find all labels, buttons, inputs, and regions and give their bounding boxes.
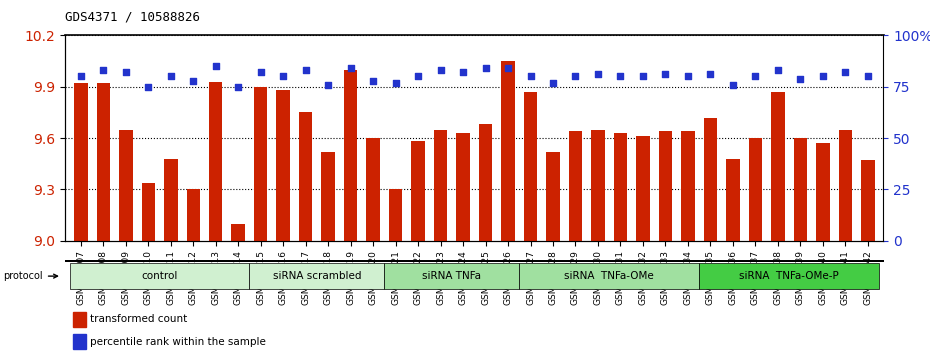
FancyBboxPatch shape — [384, 263, 519, 289]
Point — [411, 74, 426, 79]
Bar — [366, 138, 379, 354]
FancyBboxPatch shape — [519, 263, 699, 289]
Bar — [411, 142, 425, 354]
Bar — [681, 131, 695, 354]
Bar — [389, 189, 403, 354]
Point — [568, 74, 583, 79]
Bar — [457, 133, 470, 354]
Point — [703, 72, 718, 77]
FancyBboxPatch shape — [70, 263, 249, 289]
Bar — [187, 189, 200, 354]
Bar — [793, 138, 807, 354]
Text: control: control — [141, 271, 178, 281]
Bar — [141, 183, 155, 354]
Bar — [74, 83, 87, 354]
Point — [321, 82, 336, 87]
Bar — [771, 92, 785, 354]
Point — [613, 74, 628, 79]
Point — [793, 76, 808, 81]
Point — [96, 68, 111, 73]
Bar — [119, 130, 133, 354]
Text: protocol: protocol — [4, 271, 58, 281]
Point — [299, 68, 313, 73]
Point — [118, 69, 133, 75]
Point — [725, 82, 740, 87]
Point — [208, 63, 223, 69]
Point — [816, 74, 830, 79]
Text: GDS4371 / 10588826: GDS4371 / 10588826 — [65, 11, 200, 24]
Bar — [524, 92, 538, 354]
Bar — [839, 130, 852, 354]
Bar — [636, 136, 650, 354]
Point — [546, 80, 561, 85]
Bar — [299, 112, 312, 354]
Bar — [344, 70, 357, 354]
Point — [231, 84, 246, 90]
Point — [860, 74, 875, 79]
Point — [186, 78, 201, 84]
Text: percentile rank within the sample: percentile rank within the sample — [89, 337, 266, 347]
Bar — [479, 124, 492, 354]
Bar — [322, 152, 335, 354]
Point — [591, 72, 605, 77]
Bar — [254, 87, 268, 354]
FancyBboxPatch shape — [699, 263, 879, 289]
Text: siRNA  TNFa-OMe-P: siRNA TNFa-OMe-P — [739, 271, 839, 281]
Point — [658, 72, 672, 77]
Point — [523, 74, 538, 79]
FancyBboxPatch shape — [249, 263, 384, 289]
Point — [456, 69, 471, 75]
Text: siRNA scrambled: siRNA scrambled — [272, 271, 361, 281]
Bar — [704, 118, 717, 354]
Bar — [816, 143, 830, 354]
Point — [140, 84, 155, 90]
Bar — [209, 81, 222, 354]
Point — [681, 74, 696, 79]
Point — [433, 68, 448, 73]
Bar — [569, 131, 582, 354]
Bar — [614, 133, 627, 354]
Bar — [164, 159, 178, 354]
Point — [770, 68, 785, 73]
Point — [748, 74, 763, 79]
Bar — [232, 224, 245, 354]
Point — [838, 69, 853, 75]
Point — [276, 74, 291, 79]
Point — [635, 74, 650, 79]
Point — [365, 78, 380, 84]
Point — [164, 74, 179, 79]
Point — [500, 65, 515, 71]
Point — [388, 80, 403, 85]
Bar — [546, 152, 560, 354]
Bar — [73, 312, 86, 327]
Bar — [749, 138, 762, 354]
Point — [343, 65, 358, 71]
Bar — [276, 90, 290, 354]
Point — [73, 74, 88, 79]
Bar — [433, 130, 447, 354]
Text: transformed count: transformed count — [89, 314, 187, 324]
Bar — [97, 83, 110, 354]
Point — [478, 65, 493, 71]
Bar — [591, 130, 604, 354]
Bar — [658, 131, 672, 354]
Bar — [501, 61, 515, 354]
Text: siRNA  TNFa-OMe: siRNA TNFa-OMe — [565, 271, 654, 281]
Bar — [726, 159, 739, 354]
Bar — [861, 160, 874, 354]
Bar — [73, 334, 86, 349]
Text: siRNA TNFa: siRNA TNFa — [422, 271, 482, 281]
Point — [253, 69, 268, 75]
